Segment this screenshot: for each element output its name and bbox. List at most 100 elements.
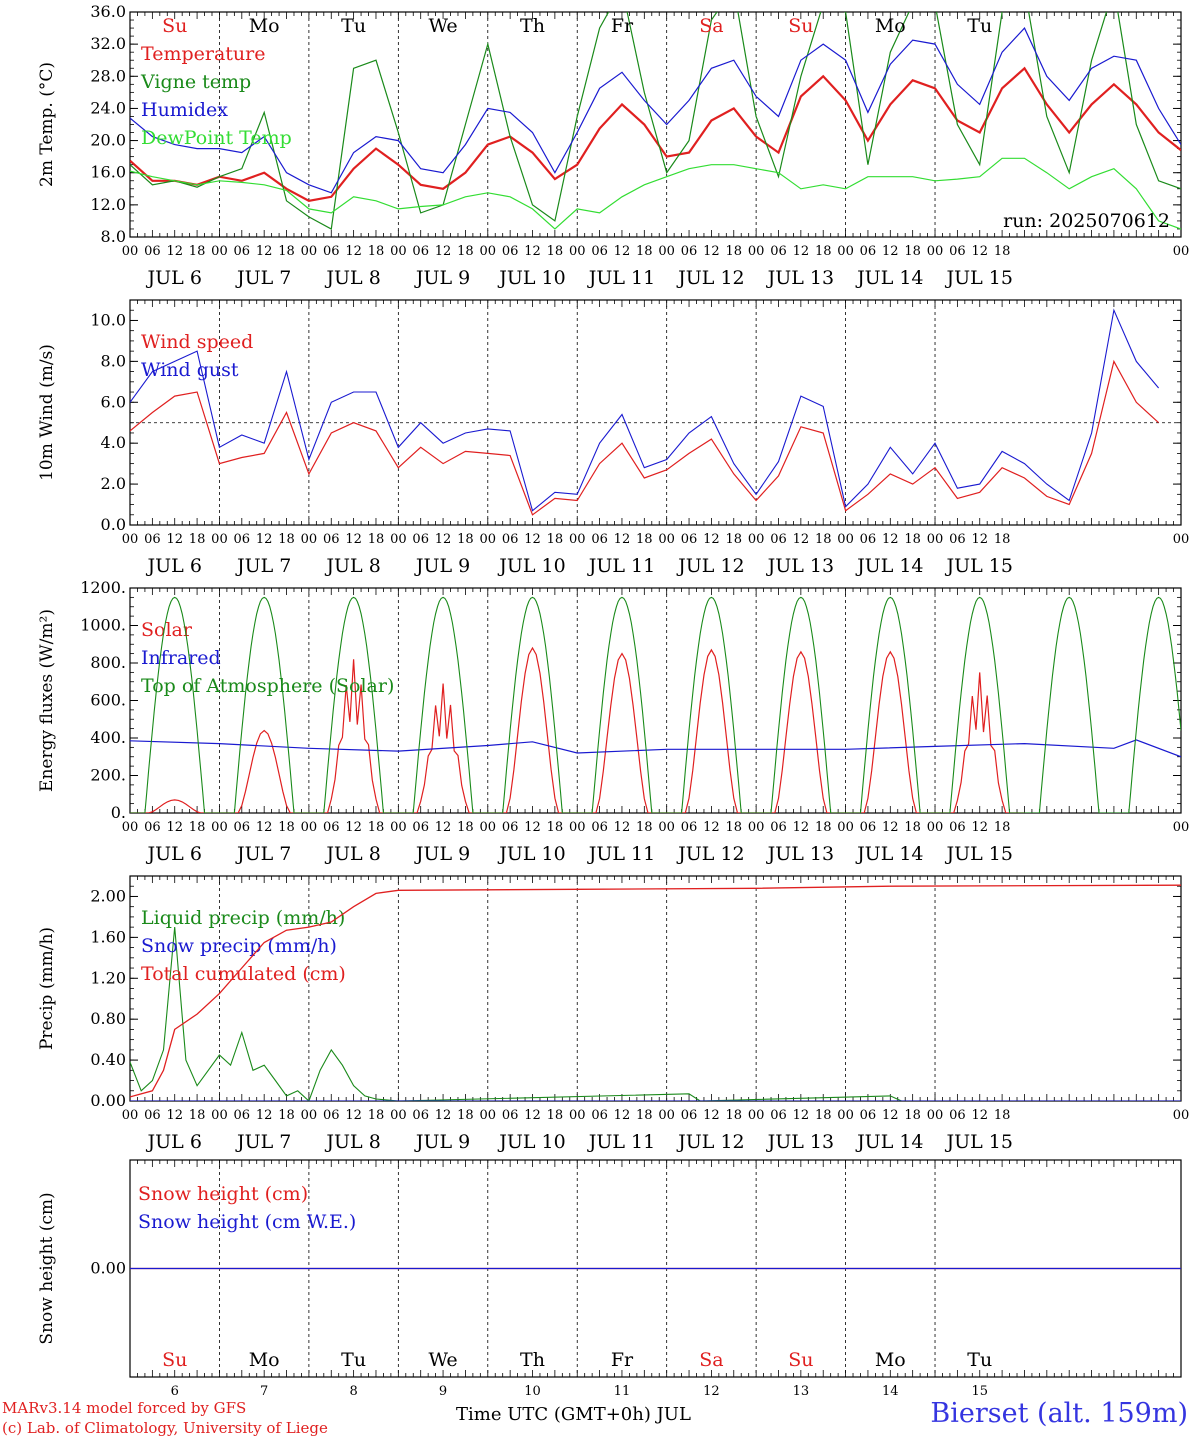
x-hour-label: 00 [122, 1108, 139, 1123]
x-hour-label: 18 [547, 244, 564, 259]
x-date-label: JUL 6 [146, 555, 202, 577]
y-tick-label: 0.80 [90, 1009, 126, 1028]
x-hour-label: 00 [211, 532, 228, 547]
legend-entry: Top of Atmosphere (Solar) [141, 675, 394, 697]
day-number-label: 14 [882, 1384, 899, 1399]
y-tick-label: 600. [90, 691, 126, 710]
x-hour-label: 06 [949, 532, 966, 547]
y-axis-label: 2m Temp. (°C) [37, 62, 57, 187]
x-hour-label: 18 [725, 1108, 742, 1123]
x-date-label: JUL 8 [324, 555, 380, 577]
x-hour-label: 18 [368, 532, 385, 547]
x-hour-label: 12 [614, 244, 631, 259]
series-line-wind-0 [130, 359, 1160, 516]
x-hour-label: 06 [681, 820, 698, 835]
x-hour-label: 12 [703, 244, 720, 259]
day-number-label: 6 [171, 1384, 179, 1399]
x-hour-label: 06 [591, 1108, 608, 1123]
x-hour-label: 00 [1173, 244, 1190, 259]
x-date-label: JUL 13 [766, 843, 834, 865]
x-hour-label: 12 [703, 1108, 720, 1123]
day-number-label: 15 [971, 1384, 988, 1399]
y-tick-label: 0. [111, 803, 126, 822]
x-hour-label: 18 [815, 1108, 832, 1123]
x-hour-label: 12 [793, 820, 810, 835]
x-axis-label: Time UTC (GMT+0h) JUL [456, 1404, 691, 1425]
x-hour-label: 00 [748, 244, 765, 259]
y-tick-label: 36.0 [90, 2, 126, 21]
x-hour-label: 18 [725, 820, 742, 835]
x-hour-label: 06 [860, 820, 877, 835]
x-date-label: JUL 14 [855, 1131, 923, 1153]
x-hour-label: 06 [323, 244, 340, 259]
x-hour-label: 06 [949, 244, 966, 259]
x-date-label: JUL 6 [146, 267, 202, 289]
x-date-label: JUL 13 [766, 267, 834, 289]
day-name-top: Su [162, 15, 187, 37]
day-number-label: 11 [614, 1384, 631, 1399]
x-date-label: JUL 11 [587, 555, 655, 577]
y-tick-label: 0.00 [90, 1259, 126, 1278]
series-line-temperature-2 [130, 27, 1181, 194]
day-number-label: 8 [349, 1384, 357, 1399]
x-hour-label: 12 [345, 820, 362, 835]
y-tick-label: 8.0 [101, 351, 126, 370]
x-hour-label: 06 [770, 244, 787, 259]
x-hour-label: 12 [882, 244, 899, 259]
panel-wind: 0.0 2.0 4.0 6.0 8.0 10.0 10m Wind (m/s) Wind sp… [37, 299, 1190, 577]
x-hour-label: 12 [703, 820, 720, 835]
x-hour-label: 12 [524, 532, 541, 547]
x-hour-label: 06 [234, 820, 251, 835]
x-hour-label: 06 [144, 244, 161, 259]
x-hour-label: 18 [278, 1108, 295, 1123]
series-line-energy-0 [130, 646, 1025, 813]
x-hour-label: 18 [457, 532, 474, 547]
legend-entry: Snow precip (mm/h) [141, 935, 337, 957]
y-tick-label: 200. [90, 766, 126, 785]
series-line-temperature-3 [130, 157, 1181, 230]
legend-entry: Infrared [141, 647, 221, 669]
x-hour-label: 06 [591, 532, 608, 547]
x-hour-label: 18 [457, 1108, 474, 1123]
panel-precip: 0.00 0.40 0.80 1.20 1.60 2.00 Precip (mm/h) Liq… [37, 875, 1189, 1153]
x-hour-label: 00 [480, 1108, 497, 1123]
y-tick-label: 12.0 [90, 195, 126, 214]
x-date-label: JUL 15 [945, 267, 1013, 289]
x-hour-label: 06 [949, 1108, 966, 1123]
day-name-bottom: Mo [249, 1349, 280, 1371]
legend-entry: Liquid precip (mm/h) [141, 907, 345, 929]
x-hour-label: 00 [1173, 820, 1190, 835]
x-date-label: JUL 13 [766, 555, 834, 577]
y-axis-label: 10m Wind (m/s) [37, 344, 57, 481]
x-hour-label: 18 [189, 1108, 206, 1123]
x-date-label: JUL 11 [587, 1131, 655, 1153]
x-date-label: JUL 10 [497, 843, 565, 865]
x-hour-label: 12 [435, 532, 452, 547]
x-date-label: JUL 7 [235, 843, 291, 865]
x-date-label: JUL 11 [587, 843, 655, 865]
x-hour-label: 12 [256, 244, 273, 259]
x-hour-label: 06 [591, 244, 608, 259]
x-hour-label: 06 [323, 820, 340, 835]
x-hour-label: 12 [793, 1108, 810, 1123]
day-number-label: 10 [524, 1384, 541, 1399]
x-hour-label: 06 [502, 820, 519, 835]
series-line-precip-0 [130, 927, 1181, 1101]
x-hour-label: 18 [457, 820, 474, 835]
x-hour-label: 18 [368, 244, 385, 259]
x-hour-label: 12 [345, 244, 362, 259]
day-name-bottom: Su [162, 1349, 187, 1371]
y-tick-label: 16.0 [90, 163, 126, 182]
x-hour-label: 18 [278, 820, 295, 835]
x-hour-label: 18 [725, 244, 742, 259]
x-date-label: JUL 9 [414, 1131, 470, 1153]
x-hour-label: 18 [368, 1108, 385, 1123]
y-axis-label: Energy fluxes (W/m²) [37, 609, 57, 792]
series-line-temperature-1 [130, 12, 1181, 230]
x-hour-label: 00 [748, 820, 765, 835]
x-hour-label: 00 [1173, 532, 1190, 547]
y-tick-label: 8.0 [101, 227, 126, 246]
x-date-label: JUL 7 [235, 1131, 291, 1153]
x-hour-label: 18 [815, 820, 832, 835]
y-tick-label: 2.00 [90, 886, 126, 905]
